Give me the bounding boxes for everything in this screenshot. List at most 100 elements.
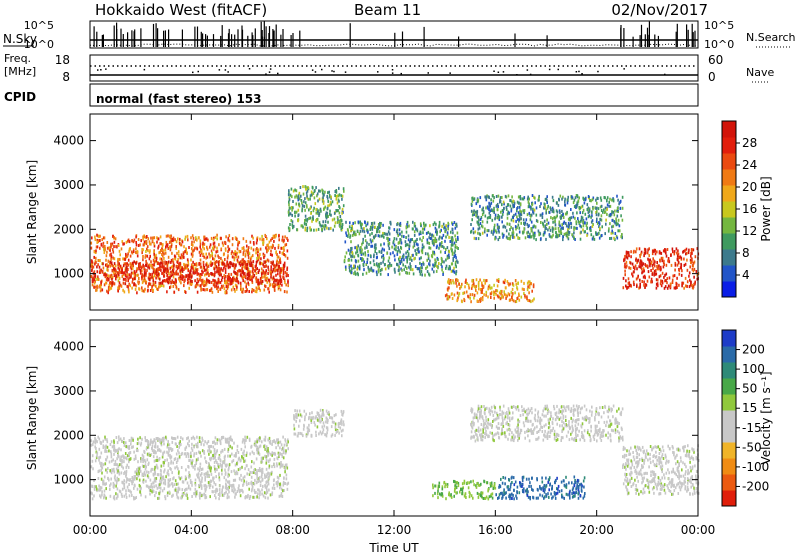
heatmap-cell <box>273 457 276 461</box>
heatmap-cell <box>355 245 358 249</box>
heatmap-cell <box>683 257 685 261</box>
heatmap-cell <box>663 286 666 290</box>
heatmap-cell <box>423 245 425 249</box>
heatmap-cell <box>443 226 445 230</box>
heatmap-cell <box>475 278 478 282</box>
heatmap-cell <box>135 250 137 254</box>
heatmap-cell <box>550 216 552 220</box>
heatmap-cell <box>643 254 645 258</box>
heatmap-cell <box>264 447 266 451</box>
heatmap-cell <box>132 240 135 244</box>
heatmap-cell <box>165 245 167 249</box>
heatmap-cell <box>450 230 452 234</box>
heatmap-cell <box>280 494 282 498</box>
heatmap-cell <box>136 254 139 258</box>
heatmap-cell <box>606 198 608 202</box>
heatmap-cell <box>207 449 209 453</box>
heatmap-cell <box>267 265 269 269</box>
heatmap-cell <box>487 285 490 289</box>
heatmap-cell <box>394 270 396 274</box>
heatmap-cell <box>255 267 257 271</box>
heatmap-cell <box>501 209 504 213</box>
heatmap-cell <box>483 278 485 282</box>
heatmap-cell <box>523 211 525 215</box>
heatmap-cell <box>142 458 144 461</box>
heatmap-cell <box>667 259 669 263</box>
heatmap-cell <box>355 233 357 237</box>
heatmap-cell <box>304 228 307 232</box>
heatmap-cell <box>510 207 513 211</box>
heatmap-cell <box>168 484 170 488</box>
heatmap-cell <box>476 220 479 224</box>
heatmap-cell <box>366 228 368 232</box>
heatmap-cell <box>576 203 578 207</box>
heatmap-cell <box>678 283 680 287</box>
heatmap-cell <box>161 489 164 493</box>
heatmap-cell <box>272 276 275 280</box>
heatmap-cell <box>541 212 544 216</box>
heatmap-cell <box>181 256 183 260</box>
heatmap-cell <box>202 241 204 245</box>
heatmap-cell <box>685 284 687 288</box>
heatmap-cell <box>170 455 173 459</box>
heatmap-cell <box>308 217 310 220</box>
heatmap-cell <box>447 278 450 282</box>
heatmap-cell <box>203 280 205 284</box>
heatmap-cell <box>141 248 143 251</box>
heatmap-cell <box>165 243 168 247</box>
heatmap-cell <box>234 250 236 254</box>
nsky-bar <box>196 26 199 47</box>
heatmap-cell <box>441 268 443 272</box>
heatmap-cell <box>311 219 313 223</box>
heatmap-cell <box>169 266 172 270</box>
heatmap-cell <box>447 221 449 225</box>
heatmap-cell <box>243 274 246 278</box>
heatmap-cell <box>144 255 147 259</box>
heatmap-cell <box>336 216 339 220</box>
heatmap-cell <box>132 271 134 275</box>
heatmap-cell <box>485 198 488 202</box>
heatmap-cell <box>543 219 546 223</box>
heatmap-cell <box>93 487 96 491</box>
heatmap-cell <box>201 436 203 440</box>
heatmap-cell <box>105 254 108 258</box>
heatmap-cell <box>433 264 435 268</box>
heatmap-cell <box>149 242 151 246</box>
heatmap-cell <box>624 257 626 261</box>
heatmap-cell <box>183 262 185 266</box>
heatmap-cell <box>197 283 199 287</box>
heatmap-cell <box>445 247 447 251</box>
heatmap-cell <box>121 460 123 464</box>
heatmap-cell <box>128 240 131 244</box>
heatmap-cell <box>412 272 415 276</box>
heatmap-cell <box>190 243 193 246</box>
heatmap-cell <box>388 232 391 236</box>
heatmap-cell <box>654 260 656 264</box>
heatmap-cell <box>271 237 273 240</box>
heatmap-cell <box>582 228 584 232</box>
heatmap-cell <box>277 441 280 444</box>
heatmap-cell <box>161 253 163 256</box>
heatmap-cell <box>104 437 106 441</box>
heatmap-cell <box>95 256 97 260</box>
heatmap-cell <box>169 248 172 252</box>
heatmap-cell <box>93 255 95 259</box>
heatmap-cell <box>481 298 484 302</box>
heatmap-cell <box>229 265 231 269</box>
heatmap-cell <box>162 284 165 288</box>
heatmap-cell <box>453 266 455 270</box>
heatmap-cell <box>671 278 674 282</box>
heatmap-cell <box>156 287 158 291</box>
heatmap-cell <box>362 258 365 262</box>
heatmap-cell <box>175 240 178 244</box>
heatmap-cell <box>660 284 663 288</box>
heatmap-cell <box>279 452 282 456</box>
heatmap-cell <box>431 255 434 259</box>
heatmap-cell <box>448 281 451 285</box>
heatmap-cell <box>221 466 223 470</box>
heatmap-cell <box>130 490 132 494</box>
heatmap-cell <box>665 251 667 255</box>
heatmap-cell <box>438 220 441 224</box>
heatmap-cell <box>238 250 241 254</box>
heatmap-cell <box>318 209 320 213</box>
